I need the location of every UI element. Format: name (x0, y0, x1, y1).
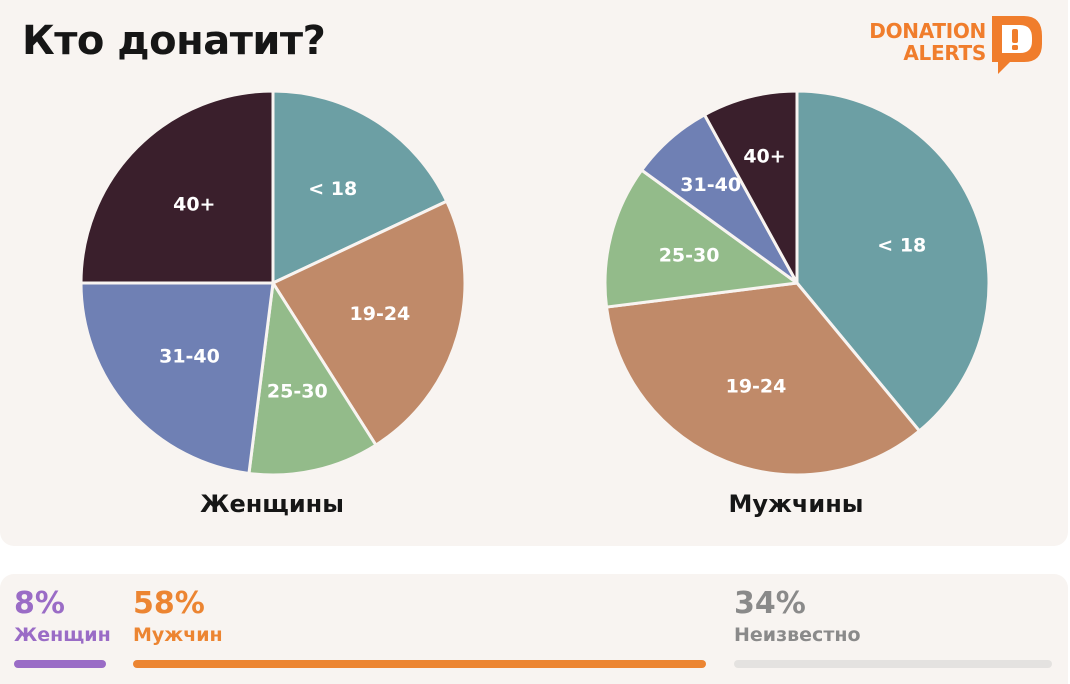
pie-women-slice-4 (79, 89, 275, 285)
pie-men-slice-0 (795, 89, 991, 433)
pie-women-slice-label-1: 19-24 (350, 303, 411, 325)
pie-men-slice-4 (703, 89, 799, 285)
pie-women-slice-label-2: 25-30 (267, 381, 328, 403)
pie-women-slice-3 (79, 281, 275, 475)
speech-bubble-logo-icon (992, 16, 1042, 74)
stat-men: 58% Мужчин (133, 586, 223, 648)
pie-men-slice-2 (603, 168, 799, 309)
stat-women-percent: 8% (14, 586, 65, 621)
stat-unknown: 34% Неизвестно (734, 586, 861, 648)
pie-men-slice-label-0: < 18 (877, 234, 926, 256)
pie-men-slice-1 (605, 281, 921, 477)
stat-women: 8% Женщин (14, 586, 111, 648)
logo-line-2: ALERTS (903, 41, 986, 65)
donation-alerts-logo: DONATION ALERTS (866, 14, 1046, 78)
pie-women-slice-0 (271, 89, 449, 285)
pie-men-slice-label-4: 40+ (743, 146, 785, 168)
pie-women-slice-2 (247, 281, 378, 477)
pie-men-slice-label-1: 19-24 (726, 376, 787, 398)
logo-line-1: DONATION (869, 19, 986, 43)
pie-men-slice-label-2: 25-30 (659, 244, 720, 266)
bar-unknown (734, 660, 1052, 668)
gender-stats-card: 8% Женщин 58% Мужчин 34% Неизвестно (0, 574, 1068, 684)
stat-unknown-percent: 34% (734, 586, 806, 621)
stat-women-label: Женщин (14, 624, 111, 646)
pie-women-slice-label-3: 31-40 (159, 346, 220, 368)
pie-title-women: Женщины (200, 490, 344, 518)
stat-unknown-label: Неизвестно (734, 624, 861, 646)
bar-women (14, 660, 106, 668)
stat-men-label: Мужчин (133, 624, 223, 646)
bar-men (133, 660, 706, 668)
page-title: Кто донатит? (22, 18, 326, 64)
pie-women-slice-label-0: < 18 (308, 178, 357, 200)
logo-wordmark: DONATION ALERTS (866, 20, 986, 64)
pie-women-slice-label-4: 40+ (173, 193, 215, 215)
pie-women-slice-1 (271, 199, 467, 447)
stat-men-percent: 58% (133, 586, 205, 621)
pie-title-men: Мужчины (728, 490, 864, 518)
pie-men-slice-label-3: 31-40 (680, 174, 741, 196)
